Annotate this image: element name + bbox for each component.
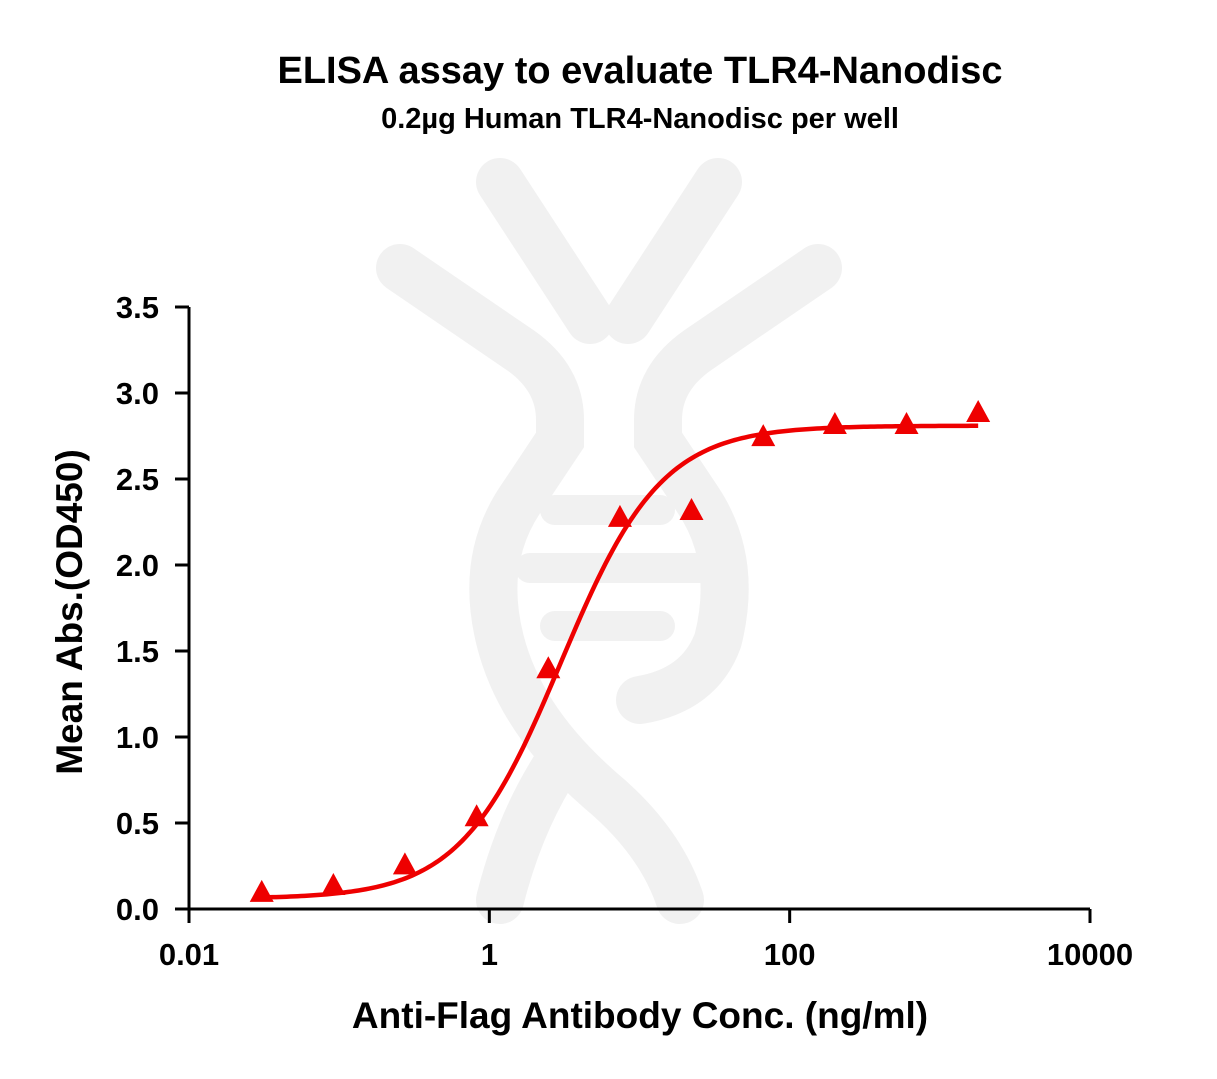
data-point-triangle <box>679 498 704 521</box>
y-tick-label: 2.5 <box>116 462 159 497</box>
data-point-triangle <box>392 852 417 875</box>
data-point-triangle <box>822 412 847 435</box>
y-tick-label: 0.5 <box>116 806 159 841</box>
data-point-triangle <box>607 504 632 527</box>
data-point-triangle <box>464 804 489 827</box>
data-point-triangle <box>751 424 776 447</box>
y-axis-label: Mean Abs.(OD450) <box>49 449 90 775</box>
chart-title: ELISA assay to evaluate TLR4-Nanodisc <box>277 50 1002 92</box>
chart-subtitle: 0.2µg Human TLR4-Nanodisc per well <box>381 103 899 135</box>
data-point-triangle <box>321 873 346 895</box>
fit-curve <box>261 423 979 900</box>
x-axis-label: Anti-Flag Antibody Conc. (ng/ml) <box>352 995 928 1036</box>
data-point-triangle <box>894 412 919 435</box>
data-markers <box>249 400 991 902</box>
x-axis-ticks: 0.01 1 100 10000 <box>159 909 1133 972</box>
x-tick-label: 1 <box>481 937 498 972</box>
x-tick-label: 100 <box>764 937 816 972</box>
x-tick-label: 0.01 <box>159 937 219 972</box>
y-tick-label: 1.5 <box>116 634 159 669</box>
data-point-triangle <box>249 879 274 902</box>
y-axis-ticks: 0.0 0.5 1.0 1.5 2.0 2.5 3.0 3.5 <box>116 290 189 927</box>
y-tick-label: 1.0 <box>116 720 159 755</box>
watermark-logo <box>376 158 842 924</box>
y-tick-label: 3.0 <box>116 376 159 411</box>
x-tick-label: 10000 <box>1047 937 1133 972</box>
y-tick-label: 2.0 <box>116 548 159 583</box>
y-tick-label: 0.0 <box>116 892 159 927</box>
data-point-triangle <box>536 656 561 679</box>
data-point-triangle <box>966 400 991 422</box>
y-tick-label: 3.5 <box>116 290 159 325</box>
